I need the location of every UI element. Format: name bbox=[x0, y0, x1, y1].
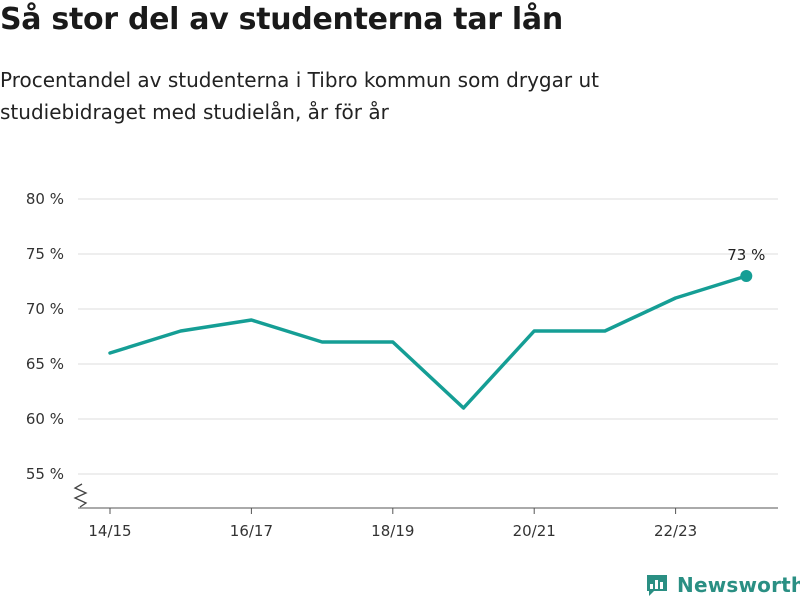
x-tick-label: 14/15 bbox=[88, 522, 131, 540]
x-axis-ticks: 14/15 16/17 18/19 20/21 22/23 bbox=[88, 508, 697, 540]
x-axis bbox=[73, 483, 778, 509]
data-label: 73 % bbox=[727, 246, 765, 264]
x-tick-label: 16/17 bbox=[230, 522, 273, 540]
data-labels: 73 % bbox=[727, 246, 765, 264]
gridlines bbox=[78, 198, 778, 475]
line-chart: 55 % 60 % 65 % 70 % 75 % 80 % 14/15 16/17 18/19… bbox=[26, 190, 778, 540]
chart-title: Så stor del av studenterna tar lån bbox=[0, 2, 563, 37]
x-tick-label: 18/19 bbox=[371, 522, 414, 540]
y-tick-label: 80 % bbox=[26, 190, 64, 208]
y-tick-label: 70 % bbox=[26, 300, 64, 318]
x-tick-label: 20/21 bbox=[513, 522, 556, 540]
data-point bbox=[740, 270, 753, 282]
y-tick-label: 60 % bbox=[26, 410, 64, 428]
y-axis-tick-labels: 55 % 60 % 65 % 70 % 75 % 80 % bbox=[26, 190, 64, 483]
y-tick-label: 55 % bbox=[26, 465, 64, 483]
newsworthy-logo: Newsworthy bbox=[645, 570, 800, 600]
x-tick-label: 22/23 bbox=[654, 522, 697, 540]
series-line bbox=[108, 274, 749, 410]
y-tick-label: 65 % bbox=[26, 355, 64, 373]
y-tick-label: 75 % bbox=[26, 245, 64, 263]
series bbox=[108, 270, 753, 410]
bar-chart-speech-bubble-icon bbox=[647, 575, 667, 596]
chart-subtitle: Procentandel av studenterna i Tibro komm… bbox=[0, 68, 599, 124]
axis-break-icon bbox=[73, 483, 88, 508]
brand-name: Newsworthy bbox=[677, 573, 800, 597]
